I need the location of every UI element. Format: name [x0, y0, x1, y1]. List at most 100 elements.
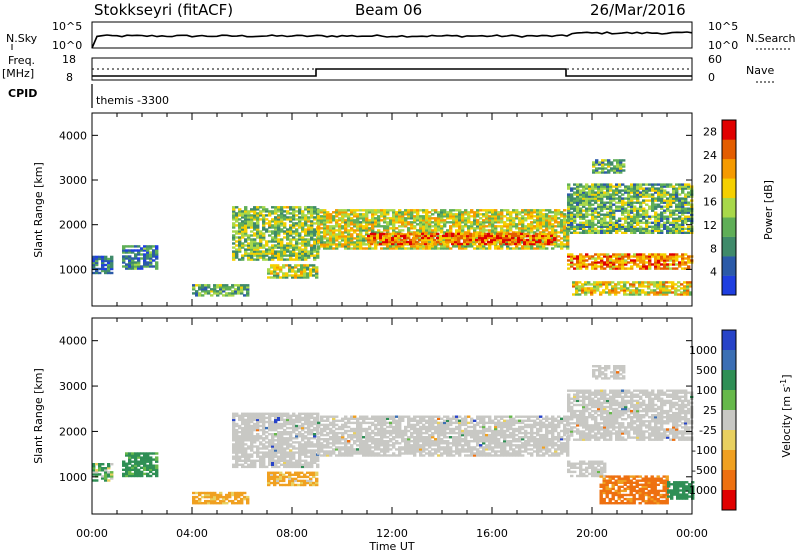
data-cell: [566, 241, 570, 244]
data-cell: [627, 217, 631, 220]
data-cell: [368, 219, 372, 222]
data-cell: [295, 424, 299, 428]
data-cell: [656, 291, 660, 294]
data-cell: [633, 213, 637, 216]
data-cell: [307, 420, 311, 424]
data-cell: [461, 225, 465, 228]
data-cell: [134, 265, 138, 268]
data-cell: [466, 240, 470, 244]
data-cell: [524, 213, 528, 216]
data-cell: [601, 165, 605, 168]
data-cell: [265, 242, 269, 245]
data-cell: [280, 246, 284, 249]
data-cell: [681, 253, 685, 256]
data-cell: [256, 246, 260, 249]
data-cell: [573, 225, 577, 228]
data-cell: [259, 230, 263, 233]
data-cell: [675, 257, 679, 260]
data-cell: [253, 439, 257, 442]
data-cell: [92, 257, 96, 261]
data-cell: [654, 257, 658, 260]
data-cell: [235, 236, 239, 239]
data-cell: [365, 213, 369, 216]
data-cell: [271, 428, 275, 432]
data-cell: [247, 463, 251, 466]
data-cell: [494, 209, 498, 212]
data-cell: [350, 211, 354, 214]
data-cell: [250, 222, 254, 225]
data-cell: [627, 257, 631, 260]
data-cell: [641, 289, 645, 292]
data-cell: [283, 439, 287, 442]
data-cell: [621, 209, 625, 212]
data-cell: [530, 211, 534, 214]
data-cell: [654, 211, 658, 214]
data-cell: [250, 214, 254, 217]
data-cell: [594, 223, 598, 226]
data-cell: [536, 221, 540, 224]
data-cell: [585, 185, 589, 188]
data-cell: [110, 477, 114, 480]
data-cell: [439, 234, 443, 238]
data-cell: [585, 219, 589, 222]
data-cell: [274, 210, 278, 213]
data-cell: [204, 491, 208, 495]
data-cell: [433, 234, 437, 238]
data-cell: [246, 286, 250, 289]
data-cell: [484, 238, 488, 242]
data-cell: [316, 416, 320, 420]
data-cell: [567, 207, 571, 210]
data-cell: [557, 245, 561, 248]
data-cell: [131, 456, 135, 459]
data-cell: [297, 471, 301, 474]
data-cell: [262, 431, 266, 434]
data-cell: [452, 209, 456, 212]
data-cell: [544, 232, 548, 236]
data-cell: [265, 258, 269, 261]
data-cell: [570, 231, 574, 234]
data-cell: [244, 250, 248, 253]
data-cell: [633, 229, 637, 232]
data-cell: [316, 250, 320, 253]
data-cell: [647, 281, 651, 284]
data-cell: [256, 236, 260, 239]
data-cell: [431, 231, 435, 234]
data-cell: [472, 236, 476, 240]
data-cell: [386, 211, 390, 214]
data-cell: [244, 447, 248, 450]
data-cell: [419, 247, 423, 250]
data-cell: [404, 247, 408, 250]
data-cell: [250, 218, 254, 221]
data-cell: [292, 451, 296, 454]
data-cell: [250, 455, 254, 458]
data-cell: [651, 185, 655, 188]
data-cell: [668, 289, 672, 292]
data-cell: [665, 293, 669, 296]
data-cell: [594, 229, 598, 232]
data-cell: [524, 229, 528, 232]
data-cell: [288, 475, 292, 479]
data-cell: [238, 250, 242, 253]
data-cell: [310, 246, 314, 249]
data-cell: [107, 257, 111, 261]
data-cell: [419, 237, 423, 240]
data-cell: [654, 217, 658, 220]
data-cell: [681, 199, 685, 202]
data-cell: [262, 210, 266, 213]
data-cell: [289, 453, 293, 456]
data-cell: [277, 424, 281, 428]
data-cell: [509, 213, 513, 216]
data-cell: [232, 439, 236, 442]
data-cell: [262, 228, 266, 231]
data-cell: [672, 197, 676, 200]
data-cell: [609, 207, 613, 210]
data-cell: [560, 237, 564, 240]
data-cell: [310, 224, 314, 227]
data-cell: [238, 437, 242, 440]
data-cell: [467, 217, 471, 220]
data-cell: [681, 211, 685, 214]
data-cell: [681, 207, 685, 210]
data-cell: [585, 265, 589, 268]
data-cell: [413, 227, 417, 230]
data-cell: [476, 231, 480, 234]
